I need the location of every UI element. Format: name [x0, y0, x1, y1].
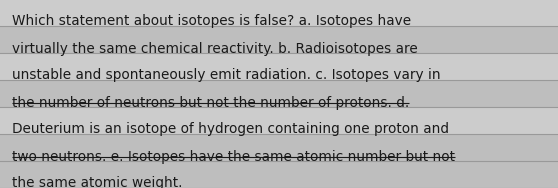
- Bar: [0, 27, 558, 53]
- Bar: [0, 54, 558, 80]
- Bar: [0, 0, 558, 26]
- Text: two neutrons. e. Isotopes have the same atomic number but not: two neutrons. e. Isotopes have the same …: [12, 149, 455, 164]
- Text: virtually the same chemical reactivity. b. Radioisotopes are: virtually the same chemical reactivity. …: [12, 42, 418, 55]
- Text: Deuterium is an isotope of hydrogen containing one proton and: Deuterium is an isotope of hydrogen cont…: [12, 123, 449, 136]
- Bar: [0, 135, 558, 161]
- Bar: [0, 108, 558, 134]
- Text: Which statement about isotopes is false? a. Isotopes have: Which statement about isotopes is false?…: [12, 14, 411, 29]
- Text: unstable and spontaneously emit radiation. c. Isotopes vary in: unstable and spontaneously emit radiatio…: [12, 68, 441, 83]
- Text: the number of neutrons but not the number of protons. d.: the number of neutrons but not the numbe…: [12, 96, 409, 109]
- Bar: [0, 162, 558, 188]
- Text: the same atomic weight.: the same atomic weight.: [12, 177, 182, 188]
- Bar: [0, 162, 558, 188]
- Bar: [0, 81, 558, 107]
